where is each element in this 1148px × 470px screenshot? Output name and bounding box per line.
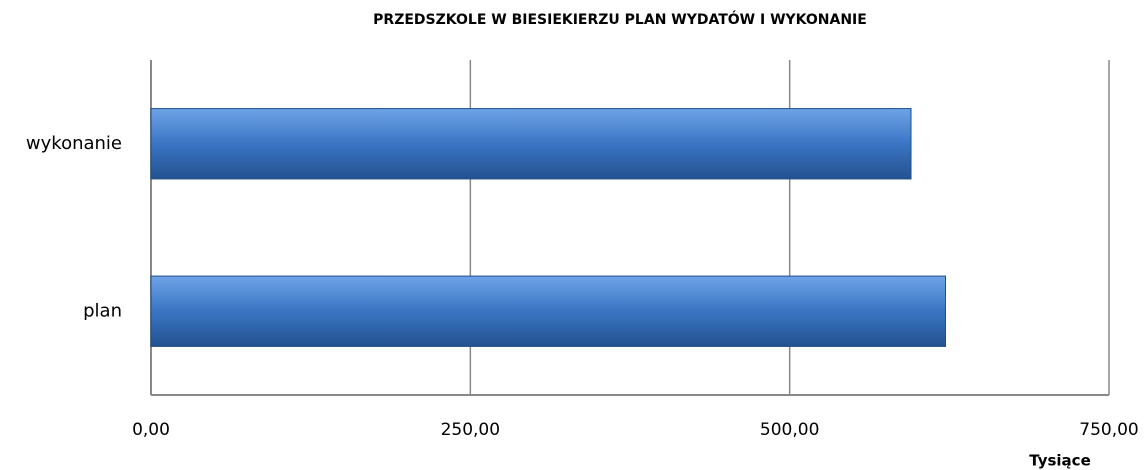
bar [150,108,912,180]
y-tick-label: plan [83,300,122,321]
bar [150,275,947,347]
x-tick-label: 500,00 [760,420,819,440]
x-tick-label: 250,00 [441,420,500,440]
x-axis-label: Tysiące [1029,452,1091,470]
y-tick-label: wykonanie [26,133,122,154]
x-tick-label: 0,00 [132,420,170,440]
chart-title: PRZEDSZKOLE W BIESIEKIERZU PLAN WYDATÓW … [373,10,867,28]
x-tick-label: 750,00 [1079,420,1138,440]
